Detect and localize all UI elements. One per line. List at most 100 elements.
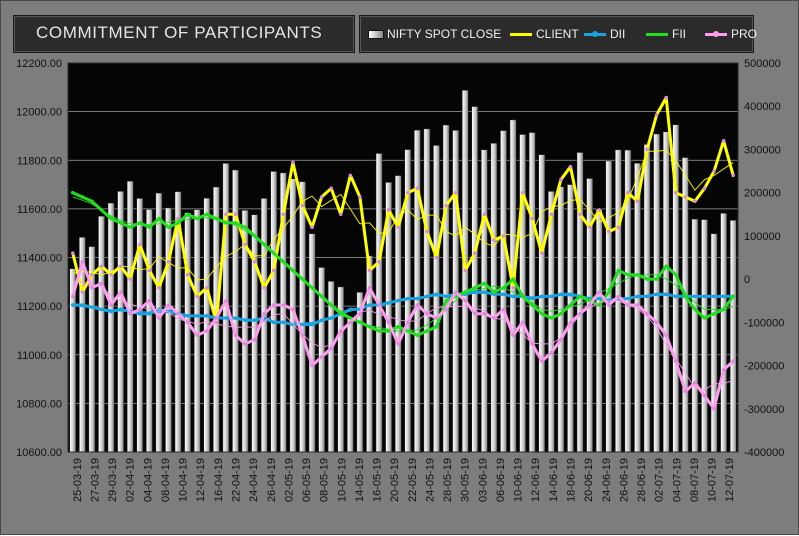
legend-swatch-fii <box>646 32 668 36</box>
client-point <box>329 186 334 191</box>
fii-point <box>377 329 381 333</box>
dii-point <box>367 303 372 307</box>
pro-point <box>281 303 286 307</box>
x-tick-label: 04-07-19 <box>671 458 683 502</box>
pro-point <box>262 311 267 316</box>
client-point <box>415 186 420 191</box>
fii-point <box>157 216 161 221</box>
client-point <box>166 260 171 264</box>
y-right-tick-label: 100000 <box>744 231 781 243</box>
nifty-bar <box>98 215 105 453</box>
pro-point <box>444 307 448 312</box>
fii-point <box>530 303 535 307</box>
pro-point <box>157 316 161 320</box>
client-point <box>549 212 554 217</box>
dii-point <box>319 318 324 322</box>
fii-point <box>367 324 372 329</box>
nifty-bar <box>557 186 565 453</box>
fii-point <box>482 281 487 286</box>
client-point <box>712 169 716 173</box>
pro-point <box>511 333 515 338</box>
pro-point <box>137 307 142 312</box>
client-point <box>626 190 630 195</box>
dii-point <box>425 294 429 299</box>
pro-point <box>606 303 611 307</box>
client-point <box>453 190 458 195</box>
pro-point <box>367 285 372 290</box>
fii-point <box>214 216 219 221</box>
nifty-bar <box>490 142 498 453</box>
dii-point <box>635 294 640 299</box>
client-point <box>90 272 94 277</box>
pro-point <box>319 355 324 359</box>
pro-point <box>520 320 525 325</box>
dii-point <box>329 316 334 320</box>
dii-point <box>118 307 123 312</box>
dii-point <box>673 294 678 299</box>
fii-point <box>166 225 171 230</box>
fii-point <box>291 268 295 273</box>
fii-point <box>721 307 726 312</box>
dii-point <box>444 294 448 299</box>
nifty-bar <box>729 220 737 453</box>
fii-series-line <box>72 191 735 337</box>
y-right-tick-label: -100000 <box>744 317 784 329</box>
nifty-bar <box>586 178 593 453</box>
client-point <box>377 260 381 264</box>
legend-swatch-nifty <box>368 29 384 39</box>
nifty-bar <box>155 192 163 453</box>
client-point <box>578 212 582 217</box>
client-point <box>654 113 659 117</box>
nifty-bar <box>548 191 555 453</box>
dii-point <box>472 290 477 294</box>
client-point <box>425 229 429 234</box>
x-tick-label: 20-06-19 <box>583 458 595 502</box>
x-tick-label: 22-04-19 <box>231 458 243 502</box>
pro-point <box>482 311 487 316</box>
y-right-tick-label: 0 <box>744 274 750 286</box>
pro-point <box>377 303 381 307</box>
client-point <box>204 285 209 290</box>
client-point <box>128 277 133 281</box>
client-point <box>606 229 611 234</box>
pro-point <box>425 311 429 316</box>
fii-point <box>520 294 525 299</box>
pro-point <box>693 381 697 385</box>
x-tick-label: 02-07-19 <box>654 458 666 502</box>
chart-title-box: COMMITMENT OF PARTICIPANTS <box>13 15 355 53</box>
x-tick-label: 14-05-19 <box>354 458 366 502</box>
fii-point <box>386 329 391 333</box>
fii-point <box>635 272 640 277</box>
pro-point <box>358 311 362 316</box>
pro-point <box>70 294 75 299</box>
legend-label-client: CLIENT <box>536 27 579 41</box>
nifty-bar <box>481 149 488 453</box>
client-point <box>597 208 602 212</box>
nifty-bar <box>232 169 239 453</box>
fii-point <box>511 277 515 281</box>
x-tick-label: 24-06-19 <box>601 458 613 502</box>
client-point <box>224 212 228 217</box>
chart-title: COMMITMENT OF PARTICIPANTS <box>36 23 323 42</box>
pro-point <box>626 303 630 307</box>
nifty-bar <box>414 129 421 453</box>
x-tick-label: 08-04-19 <box>160 458 172 502</box>
fii-point <box>712 311 716 316</box>
fii-point <box>444 298 448 303</box>
client-point <box>501 234 506 238</box>
y-right-tick-label: -300000 <box>744 404 784 416</box>
fii-point <box>358 320 362 325</box>
nifty-bar <box>203 197 211 453</box>
y-right-tick-label: 500000 <box>744 58 781 70</box>
nifty-bar <box>538 154 546 453</box>
nifty-bar <box>691 218 699 453</box>
fii-point <box>606 290 611 294</box>
client-point <box>281 212 286 217</box>
pro-point <box>539 359 544 364</box>
dii-point <box>693 294 697 299</box>
y-left-tick-label: 11200.00 <box>17 301 62 313</box>
legend-label-pro: PRO <box>731 27 758 41</box>
pro-point <box>463 298 468 303</box>
dii-point <box>310 322 314 327</box>
nifty-bar <box>528 132 536 453</box>
